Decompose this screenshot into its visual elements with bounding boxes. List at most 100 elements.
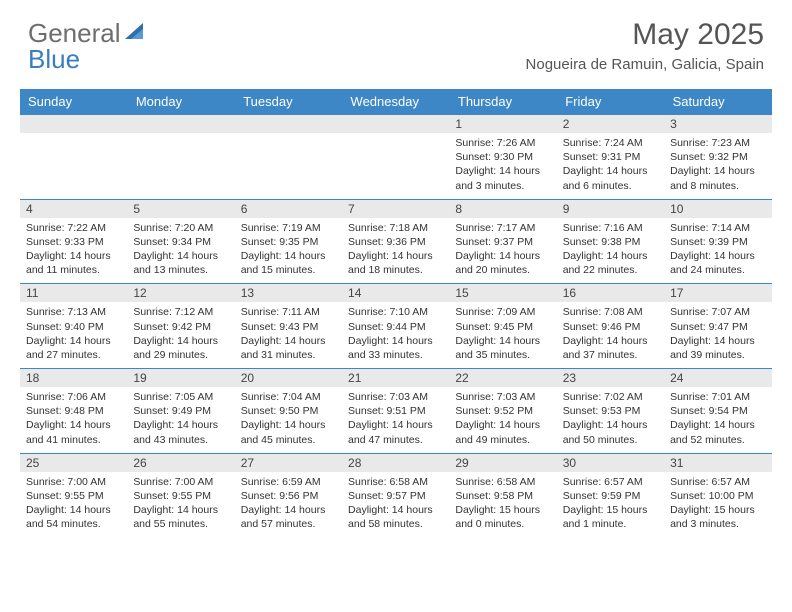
daylight-text: Daylight: 14 hours and 29 minutes. <box>133 334 228 362</box>
sunset-text: Sunset: 9:56 PM <box>241 489 336 503</box>
day-number-cell: 25 <box>20 453 127 472</box>
daylight-text: Daylight: 14 hours and 55 minutes. <box>133 503 228 531</box>
weekday-header: Saturday <box>664 89 771 115</box>
sunrise-text: Sunrise: 7:00 AM <box>26 475 121 489</box>
day-info-cell: Sunrise: 7:11 AMSunset: 9:43 PMDaylight:… <box>235 302 342 368</box>
sunrise-text: Sunrise: 7:10 AM <box>348 305 443 319</box>
sunset-text: Sunset: 9:52 PM <box>455 404 550 418</box>
daylight-text: Daylight: 14 hours and 13 minutes. <box>133 249 228 277</box>
day-info-cell: Sunrise: 7:10 AMSunset: 9:44 PMDaylight:… <box>342 302 449 368</box>
day-info-cell <box>342 133 449 199</box>
day-number-cell <box>127 115 234 134</box>
day-number-cell <box>342 115 449 134</box>
sunset-text: Sunset: 9:53 PM <box>563 404 658 418</box>
day-info-cell: Sunrise: 7:23 AMSunset: 9:32 PMDaylight:… <box>664 133 771 199</box>
brand-triangle-icon <box>125 21 149 46</box>
sunset-text: Sunset: 9:35 PM <box>241 235 336 249</box>
header: General May 2025 Nogueira de Ramuin, Gal… <box>0 0 792 79</box>
day-number-cell: 5 <box>127 199 234 218</box>
sunset-text: Sunset: 9:37 PM <box>455 235 550 249</box>
daynum-row: 18192021222324 <box>20 369 772 388</box>
sunrise-text: Sunrise: 6:59 AM <box>241 475 336 489</box>
day-number-cell: 15 <box>449 284 556 303</box>
location-text: Nogueira de Ramuin, Galicia, Spain <box>526 56 764 73</box>
daynum-row: 11121314151617 <box>20 284 772 303</box>
sunrise-text: Sunrise: 7:04 AM <box>241 390 336 404</box>
day-number-cell: 21 <box>342 369 449 388</box>
sunset-text: Sunset: 9:34 PM <box>133 235 228 249</box>
daylight-text: Daylight: 14 hours and 11 minutes. <box>26 249 121 277</box>
day-number-cell: 28 <box>342 453 449 472</box>
day-info-cell: Sunrise: 7:05 AMSunset: 9:49 PMDaylight:… <box>127 387 234 453</box>
sunrise-text: Sunrise: 7:05 AM <box>133 390 228 404</box>
sunset-text: Sunset: 9:30 PM <box>455 150 550 164</box>
sunrise-text: Sunrise: 6:58 AM <box>455 475 550 489</box>
day-info-cell: Sunrise: 6:59 AMSunset: 9:56 PMDaylight:… <box>235 472 342 538</box>
brand-blue: Blue <box>28 44 80 74</box>
day-number-cell <box>235 115 342 134</box>
sunset-text: Sunset: 9:51 PM <box>348 404 443 418</box>
info-row: Sunrise: 7:13 AMSunset: 9:40 PMDaylight:… <box>20 302 772 368</box>
daynum-row: 25262728293031 <box>20 453 772 472</box>
sunset-text: Sunset: 9:32 PM <box>670 150 765 164</box>
day-info-cell: Sunrise: 7:17 AMSunset: 9:37 PMDaylight:… <box>449 218 556 284</box>
weekday-header: Sunday <box>20 89 127 115</box>
sunrise-text: Sunrise: 7:14 AM <box>670 221 765 235</box>
sunset-text: Sunset: 9:40 PM <box>26 320 121 334</box>
sunset-text: Sunset: 9:38 PM <box>563 235 658 249</box>
day-info-cell: Sunrise: 7:02 AMSunset: 9:53 PMDaylight:… <box>557 387 664 453</box>
daylight-text: Daylight: 14 hours and 50 minutes. <box>563 418 658 446</box>
day-info-cell: Sunrise: 6:57 AMSunset: 10:00 PMDaylight… <box>664 472 771 538</box>
sunset-text: Sunset: 9:58 PM <box>455 489 550 503</box>
day-number-cell: 29 <box>449 453 556 472</box>
day-number-cell: 9 <box>557 199 664 218</box>
day-number-cell: 2 <box>557 115 664 134</box>
day-number-cell: 10 <box>664 199 771 218</box>
sunrise-text: Sunrise: 7:00 AM <box>133 475 228 489</box>
day-number-cell: 7 <box>342 199 449 218</box>
day-info-cell: Sunrise: 7:07 AMSunset: 9:47 PMDaylight:… <box>664 302 771 368</box>
day-number-cell: 14 <box>342 284 449 303</box>
daylight-text: Daylight: 14 hours and 57 minutes. <box>241 503 336 531</box>
day-number-cell: 27 <box>235 453 342 472</box>
sunrise-text: Sunrise: 7:23 AM <box>670 136 765 150</box>
sunrise-text: Sunrise: 7:18 AM <box>348 221 443 235</box>
sunset-text: Sunset: 9:44 PM <box>348 320 443 334</box>
day-number-cell: 26 <box>127 453 234 472</box>
day-info-cell: Sunrise: 6:58 AMSunset: 9:57 PMDaylight:… <box>342 472 449 538</box>
day-info-cell: Sunrise: 7:08 AMSunset: 9:46 PMDaylight:… <box>557 302 664 368</box>
daylight-text: Daylight: 15 hours and 1 minute. <box>563 503 658 531</box>
day-info-cell: Sunrise: 7:14 AMSunset: 9:39 PMDaylight:… <box>664 218 771 284</box>
sunrise-text: Sunrise: 6:57 AM <box>563 475 658 489</box>
sunrise-text: Sunrise: 7:22 AM <box>26 221 121 235</box>
brand-blue-wrap: Blue <box>28 44 80 75</box>
sunset-text: Sunset: 9:46 PM <box>563 320 658 334</box>
daylight-text: Daylight: 14 hours and 8 minutes. <box>670 164 765 192</box>
day-number-cell: 23 <box>557 369 664 388</box>
day-info-cell: Sunrise: 7:03 AMSunset: 9:51 PMDaylight:… <box>342 387 449 453</box>
sunset-text: Sunset: 9:33 PM <box>26 235 121 249</box>
calendar-table: Sunday Monday Tuesday Wednesday Thursday… <box>20 89 772 537</box>
day-number-cell: 16 <box>557 284 664 303</box>
day-info-cell: Sunrise: 7:20 AMSunset: 9:34 PMDaylight:… <box>127 218 234 284</box>
daylight-text: Daylight: 14 hours and 43 minutes. <box>133 418 228 446</box>
daylight-text: Daylight: 14 hours and 37 minutes. <box>563 334 658 362</box>
daylight-text: Daylight: 14 hours and 58 minutes. <box>348 503 443 531</box>
day-number-cell: 6 <box>235 199 342 218</box>
info-row: Sunrise: 7:26 AMSunset: 9:30 PMDaylight:… <box>20 133 772 199</box>
sunset-text: Sunset: 9:39 PM <box>670 235 765 249</box>
sunrise-text: Sunrise: 7:20 AM <box>133 221 228 235</box>
sunrise-text: Sunrise: 7:02 AM <box>563 390 658 404</box>
day-info-cell: Sunrise: 7:13 AMSunset: 9:40 PMDaylight:… <box>20 302 127 368</box>
daylight-text: Daylight: 14 hours and 47 minutes. <box>348 418 443 446</box>
daylight-text: Daylight: 14 hours and 22 minutes. <box>563 249 658 277</box>
daylight-text: Daylight: 14 hours and 27 minutes. <box>26 334 121 362</box>
day-number-cell: 24 <box>664 369 771 388</box>
sunset-text: Sunset: 9:42 PM <box>133 320 228 334</box>
sunrise-text: Sunrise: 7:11 AM <box>241 305 336 319</box>
day-info-cell: Sunrise: 7:16 AMSunset: 9:38 PMDaylight:… <box>557 218 664 284</box>
title-block: May 2025 Nogueira de Ramuin, Galicia, Sp… <box>526 18 764 73</box>
weekday-header: Monday <box>127 89 234 115</box>
day-info-cell: Sunrise: 7:06 AMSunset: 9:48 PMDaylight:… <box>20 387 127 453</box>
daylight-text: Daylight: 14 hours and 52 minutes. <box>670 418 765 446</box>
